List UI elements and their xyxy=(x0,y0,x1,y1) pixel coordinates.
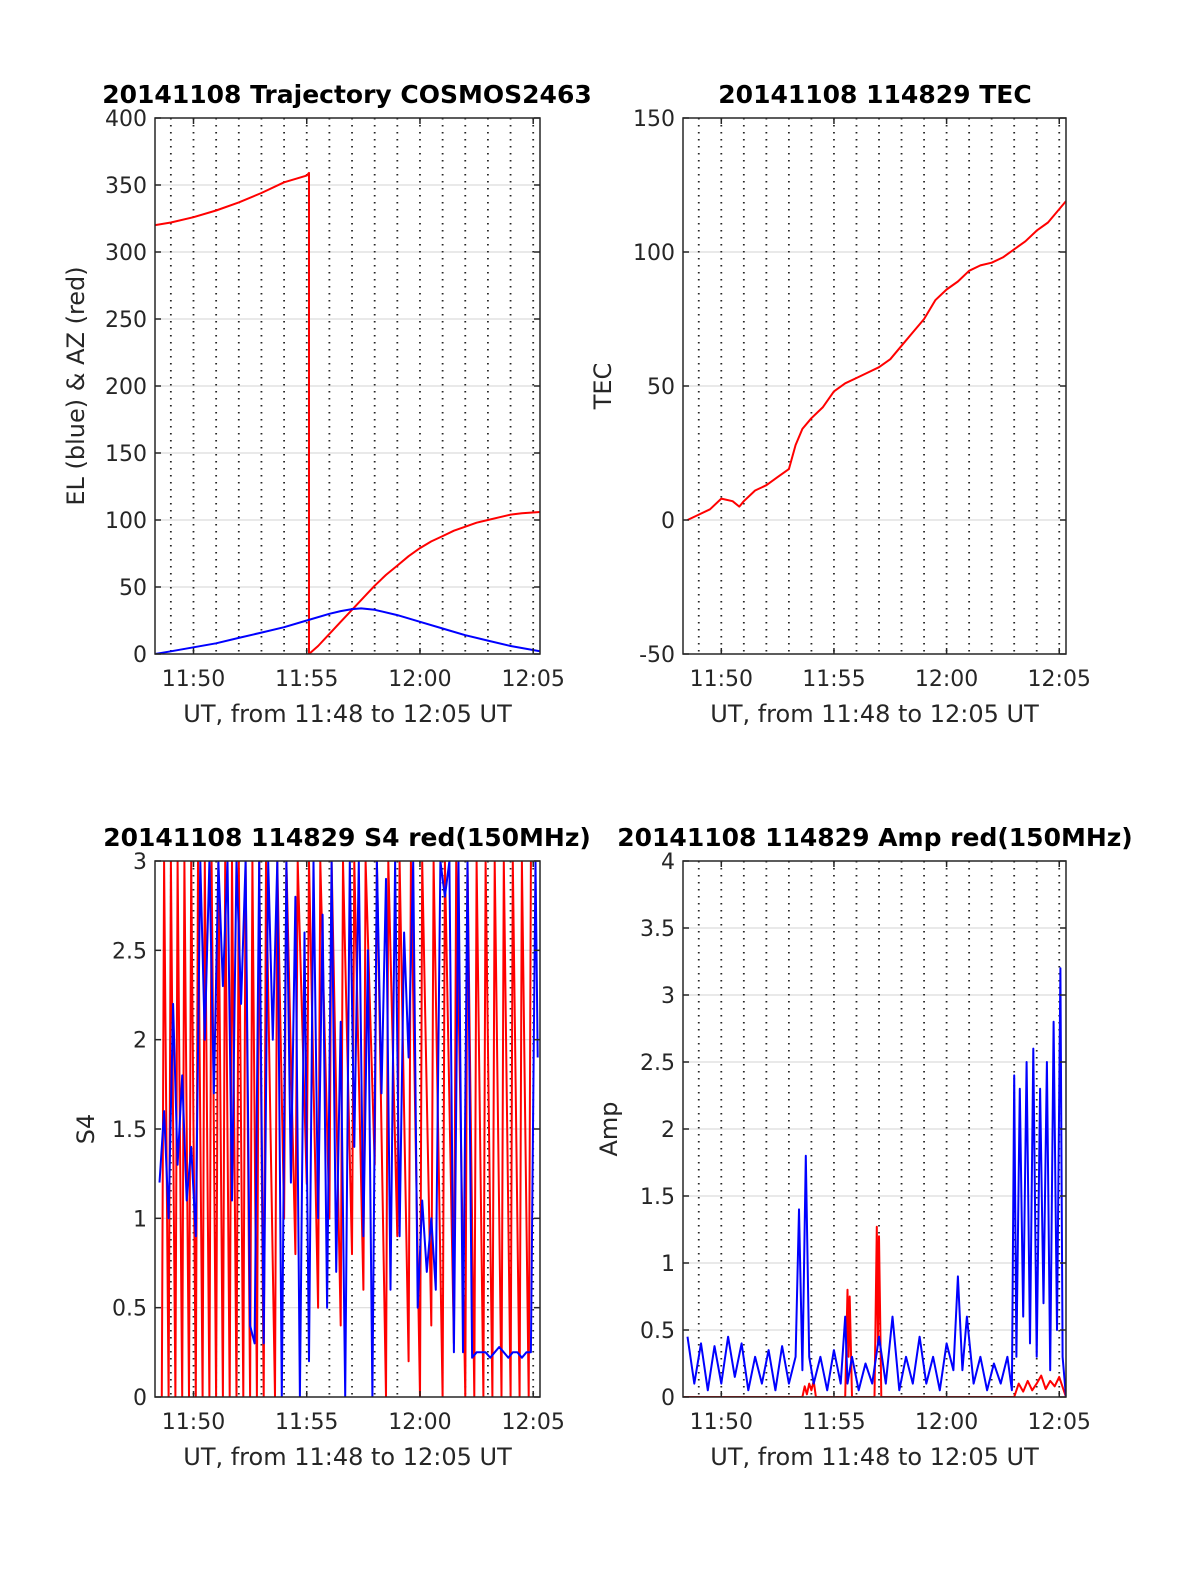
x-tick-label: 11:50 xyxy=(162,1410,225,1435)
y-tick-label: 1 xyxy=(661,1252,675,1277)
x-tick-label: 11:50 xyxy=(162,667,225,692)
y-tick-label: 100 xyxy=(105,509,147,534)
y-tick-label: 1.5 xyxy=(112,1118,147,1143)
y-tick-label: 4 xyxy=(661,850,675,875)
series-line-blue xyxy=(686,967,1066,1397)
y-tick-label: 400 xyxy=(105,107,147,132)
x-tick-label: 11:50 xyxy=(690,667,753,692)
y-tick-label: -50 xyxy=(639,643,675,668)
y-tick-label: 2 xyxy=(661,1118,675,1143)
y-tick-label: 150 xyxy=(105,442,147,467)
x-tick-label: 11:55 xyxy=(275,1410,338,1435)
x-tick-label: 11:55 xyxy=(802,1410,865,1435)
y-tick-label: 0.5 xyxy=(640,1319,675,1344)
y-tick-label: 3 xyxy=(661,984,675,1009)
series-line-red xyxy=(683,1225,1066,1397)
x-tick-label: 12:05 xyxy=(1028,667,1091,692)
y-tick-label: 350 xyxy=(105,174,147,199)
y-axis-label: EL (blue) & AZ (red) xyxy=(62,266,90,505)
x-axis-label: UT, from 11:48 to 12:05 UT xyxy=(710,700,1039,728)
y-axis-label: Amp xyxy=(595,1101,623,1156)
x-tick-label: 12:00 xyxy=(388,667,451,692)
y-tick-label: 2.5 xyxy=(112,939,147,964)
panel-amp: 0 0.5 1 1.5 2 2.5 3 3.5 4 11:50 11:55 12:00 12:05 201… xyxy=(595,823,1133,1471)
y-tick-label: 1 xyxy=(133,1207,147,1232)
x-tick-label: 12:00 xyxy=(915,1410,978,1435)
panel-trajectory: 0 50 100 150 200 250 300 350 400 11:50 11:55 12:00 1… xyxy=(62,80,592,728)
y-axis-label: TEC xyxy=(589,363,617,411)
x-tick-label: 12:00 xyxy=(388,1410,451,1435)
chart-title: 20141108 114829 Amp red(150MHz) xyxy=(617,823,1133,852)
x-tick-label: 12:05 xyxy=(502,667,565,692)
panel-tec: -50 0 50 100 150 11:50 11:55 12:00 12:05 20141108… xyxy=(589,80,1091,728)
chart-title: 20141108 114829 TEC xyxy=(718,80,1031,109)
chart-title: 20141108 114829 S4 red(150MHz) xyxy=(103,823,591,852)
y-tick-label: 200 xyxy=(105,375,147,400)
y-tick-label: 1.5 xyxy=(640,1185,675,1210)
y-tick-label: 3 xyxy=(133,850,147,875)
series-line-red xyxy=(687,200,1066,521)
y-tick-label: 50 xyxy=(119,576,147,601)
chart-title: 20141108 Trajectory COSMOS2463 xyxy=(102,80,592,109)
series-line-blue xyxy=(155,607,540,654)
series-line-red xyxy=(155,171,540,654)
x-tick-label: 12:05 xyxy=(502,1410,565,1435)
x-tick-label: 11:55 xyxy=(802,667,865,692)
y-tick-label: 0 xyxy=(661,509,675,534)
y-tick-label: 3.5 xyxy=(640,917,675,942)
x-tick-label: 12:05 xyxy=(1028,1410,1091,1435)
y-tick-label: 2.5 xyxy=(640,1051,675,1076)
series-line-blue xyxy=(158,861,539,1397)
y-tick-label: 0 xyxy=(133,643,147,668)
y-tick-label: 100 xyxy=(633,241,675,266)
x-tick-label: 12:00 xyxy=(915,667,978,692)
y-tick-label: 0 xyxy=(661,1386,675,1411)
y-tick-label: 50 xyxy=(647,375,675,400)
y-tick-label: 300 xyxy=(105,241,147,266)
x-axis-label: UT, from 11:48 to 12:05 UT xyxy=(183,700,512,728)
y-tick-label: 0 xyxy=(133,1386,147,1411)
y-tick-label: 250 xyxy=(105,308,147,333)
x-tick-label: 11:55 xyxy=(275,667,338,692)
x-axis-label: UT, from 11:48 to 12:05 UT xyxy=(710,1443,1039,1471)
x-axis-label: UT, from 11:48 to 12:05 UT xyxy=(183,1443,512,1471)
y-tick-label: 2 xyxy=(133,1029,147,1054)
x-tick-label: 11:50 xyxy=(690,1410,753,1435)
panel-s4: 0 0.5 1 1.5 2 2.5 3 11:50 11:55 12:00 12:05 2014110… xyxy=(72,823,591,1471)
y-tick-label: 0.5 xyxy=(112,1297,147,1322)
y-tick-label: 150 xyxy=(633,107,675,132)
y-axis-label: S4 xyxy=(72,1114,100,1145)
